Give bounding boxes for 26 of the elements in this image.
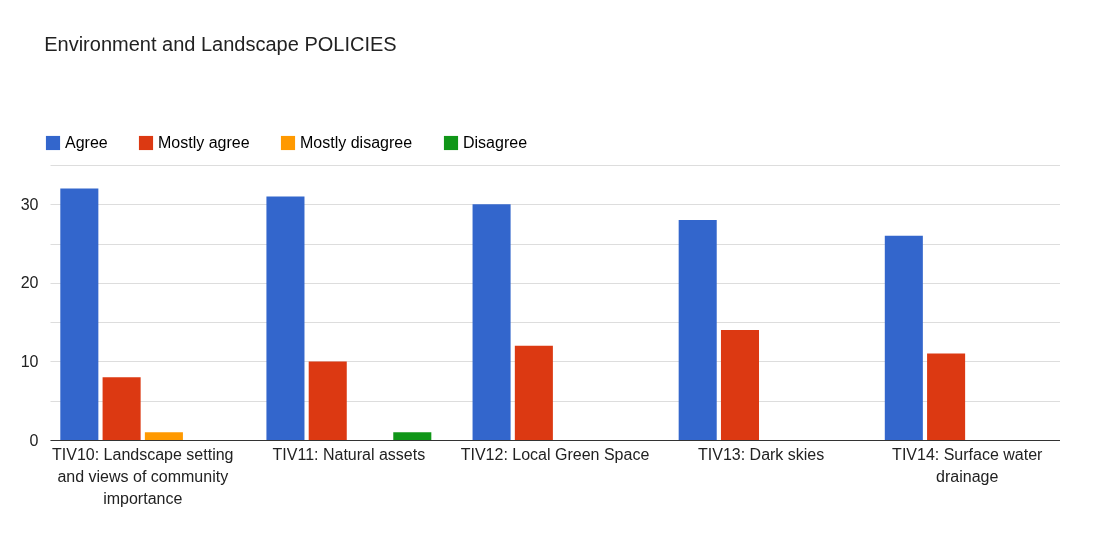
legend-label: Disagree [463,134,528,151]
bar [472,204,511,440]
bar [884,235,923,440]
y-tick-label: 30 [20,195,39,213]
bar [720,330,760,440]
bar [393,432,432,440]
bar [266,196,305,440]
bar [60,188,99,440]
bar [514,345,553,440]
bar [308,361,347,440]
y-tick-label: 20 [20,274,39,292]
x-tick-label: TIV14: Surface water drainage [892,445,1044,485]
y-tick-label: 0 [29,431,39,449]
y-tick-label: 10 [20,352,39,370]
bar [102,377,141,440]
bar [678,220,717,440]
legend-label: Mostly agree [158,134,250,151]
legend-label: Agree [65,134,108,151]
bar [144,432,183,440]
legend-label: Mostly disagree [300,134,413,151]
chart-title: Environment and Landscape POLICIES [44,33,397,55]
x-tick-label: TIV11: Natural assets [272,445,426,463]
x-tick-label: TIV12: Local Green Space [460,445,650,463]
bar [927,353,966,440]
x-tick-label: TIV13: Dark skies [697,445,825,463]
x-tick-label: TIV10: Landscape setting and views of community importance [52,445,234,507]
